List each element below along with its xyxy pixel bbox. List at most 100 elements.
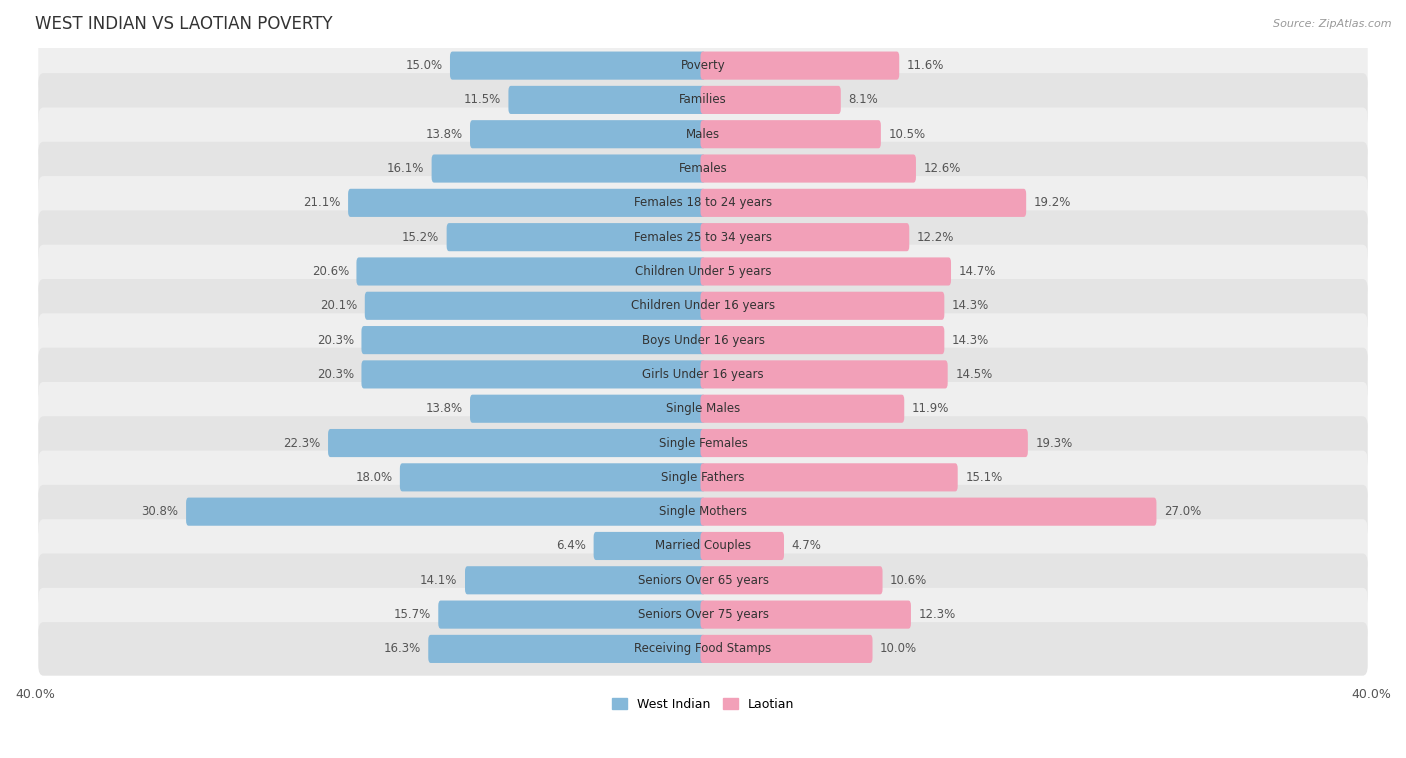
FancyBboxPatch shape — [700, 326, 945, 354]
FancyBboxPatch shape — [700, 497, 1157, 526]
Text: 10.5%: 10.5% — [889, 128, 925, 141]
Text: Seniors Over 75 years: Seniors Over 75 years — [637, 608, 769, 621]
FancyBboxPatch shape — [700, 600, 911, 628]
FancyBboxPatch shape — [364, 292, 706, 320]
FancyBboxPatch shape — [593, 532, 706, 560]
FancyBboxPatch shape — [38, 382, 1368, 436]
FancyBboxPatch shape — [700, 463, 957, 491]
FancyBboxPatch shape — [38, 142, 1368, 196]
FancyBboxPatch shape — [38, 245, 1368, 298]
Text: 15.0%: 15.0% — [405, 59, 443, 72]
Text: 16.3%: 16.3% — [384, 643, 420, 656]
Text: Boys Under 16 years: Boys Under 16 years — [641, 334, 765, 346]
Text: 20.3%: 20.3% — [316, 368, 354, 381]
FancyBboxPatch shape — [700, 566, 883, 594]
FancyBboxPatch shape — [700, 635, 873, 663]
Text: 12.6%: 12.6% — [924, 162, 960, 175]
FancyBboxPatch shape — [38, 485, 1368, 538]
Text: 15.7%: 15.7% — [394, 608, 430, 621]
Text: Females: Females — [679, 162, 727, 175]
Text: 12.2%: 12.2% — [917, 230, 955, 243]
Text: Single Males: Single Males — [666, 402, 740, 415]
Text: Receiving Food Stamps: Receiving Food Stamps — [634, 643, 772, 656]
FancyBboxPatch shape — [700, 189, 1026, 217]
FancyBboxPatch shape — [328, 429, 706, 457]
Text: 14.3%: 14.3% — [952, 299, 988, 312]
Text: 13.8%: 13.8% — [426, 128, 463, 141]
Text: 20.3%: 20.3% — [316, 334, 354, 346]
FancyBboxPatch shape — [38, 279, 1368, 333]
Text: Poverty: Poverty — [681, 59, 725, 72]
FancyBboxPatch shape — [700, 223, 910, 251]
FancyBboxPatch shape — [439, 600, 706, 628]
Text: 19.3%: 19.3% — [1035, 437, 1073, 449]
Text: Children Under 16 years: Children Under 16 years — [631, 299, 775, 312]
FancyBboxPatch shape — [509, 86, 706, 114]
FancyBboxPatch shape — [186, 497, 706, 526]
FancyBboxPatch shape — [38, 416, 1368, 470]
FancyBboxPatch shape — [700, 429, 1028, 457]
FancyBboxPatch shape — [470, 121, 706, 149]
Text: Married Couples: Married Couples — [655, 540, 751, 553]
Text: 6.4%: 6.4% — [557, 540, 586, 553]
Text: Single Mothers: Single Mothers — [659, 505, 747, 518]
Text: 11.9%: 11.9% — [911, 402, 949, 415]
FancyBboxPatch shape — [38, 176, 1368, 230]
Text: 14.1%: 14.1% — [420, 574, 457, 587]
FancyBboxPatch shape — [700, 395, 904, 423]
Text: Males: Males — [686, 128, 720, 141]
Text: 18.0%: 18.0% — [356, 471, 392, 484]
FancyBboxPatch shape — [700, 532, 785, 560]
Text: Females 25 to 34 years: Females 25 to 34 years — [634, 230, 772, 243]
FancyBboxPatch shape — [700, 121, 882, 149]
FancyBboxPatch shape — [700, 52, 900, 80]
FancyBboxPatch shape — [432, 155, 706, 183]
Text: Source: ZipAtlas.com: Source: ZipAtlas.com — [1274, 19, 1392, 29]
Legend: West Indian, Laotian: West Indian, Laotian — [607, 693, 799, 716]
Text: Families: Families — [679, 93, 727, 106]
Text: 30.8%: 30.8% — [142, 505, 179, 518]
Text: 15.1%: 15.1% — [965, 471, 1002, 484]
Text: 21.1%: 21.1% — [304, 196, 340, 209]
FancyBboxPatch shape — [465, 566, 706, 594]
Text: 4.7%: 4.7% — [792, 540, 821, 553]
Text: 19.2%: 19.2% — [1033, 196, 1071, 209]
Text: 20.6%: 20.6% — [312, 265, 349, 278]
Text: 14.5%: 14.5% — [955, 368, 993, 381]
Text: Single Females: Single Females — [658, 437, 748, 449]
FancyBboxPatch shape — [700, 258, 950, 286]
FancyBboxPatch shape — [357, 258, 706, 286]
Text: Females 18 to 24 years: Females 18 to 24 years — [634, 196, 772, 209]
Text: 10.6%: 10.6% — [890, 574, 928, 587]
Text: 13.8%: 13.8% — [426, 402, 463, 415]
Text: 14.7%: 14.7% — [959, 265, 995, 278]
Text: 10.0%: 10.0% — [880, 643, 917, 656]
Text: WEST INDIAN VS LAOTIAN POVERTY: WEST INDIAN VS LAOTIAN POVERTY — [35, 15, 333, 33]
Text: 11.6%: 11.6% — [907, 59, 945, 72]
FancyBboxPatch shape — [700, 155, 915, 183]
FancyBboxPatch shape — [38, 74, 1368, 127]
Text: Girls Under 16 years: Girls Under 16 years — [643, 368, 763, 381]
Text: 14.3%: 14.3% — [952, 334, 988, 346]
FancyBboxPatch shape — [38, 39, 1368, 92]
FancyBboxPatch shape — [470, 395, 706, 423]
FancyBboxPatch shape — [38, 450, 1368, 504]
Text: Children Under 5 years: Children Under 5 years — [634, 265, 772, 278]
Text: 22.3%: 22.3% — [283, 437, 321, 449]
Text: 20.1%: 20.1% — [321, 299, 357, 312]
FancyBboxPatch shape — [361, 326, 706, 354]
Text: Seniors Over 65 years: Seniors Over 65 years — [637, 574, 769, 587]
Text: 16.1%: 16.1% — [387, 162, 425, 175]
FancyBboxPatch shape — [38, 588, 1368, 641]
FancyBboxPatch shape — [38, 519, 1368, 573]
FancyBboxPatch shape — [38, 553, 1368, 607]
Text: 12.3%: 12.3% — [918, 608, 956, 621]
FancyBboxPatch shape — [349, 189, 706, 217]
Text: 27.0%: 27.0% — [1164, 505, 1201, 518]
FancyBboxPatch shape — [38, 313, 1368, 367]
FancyBboxPatch shape — [38, 348, 1368, 401]
FancyBboxPatch shape — [38, 108, 1368, 161]
FancyBboxPatch shape — [361, 360, 706, 389]
FancyBboxPatch shape — [450, 52, 706, 80]
FancyBboxPatch shape — [700, 292, 945, 320]
